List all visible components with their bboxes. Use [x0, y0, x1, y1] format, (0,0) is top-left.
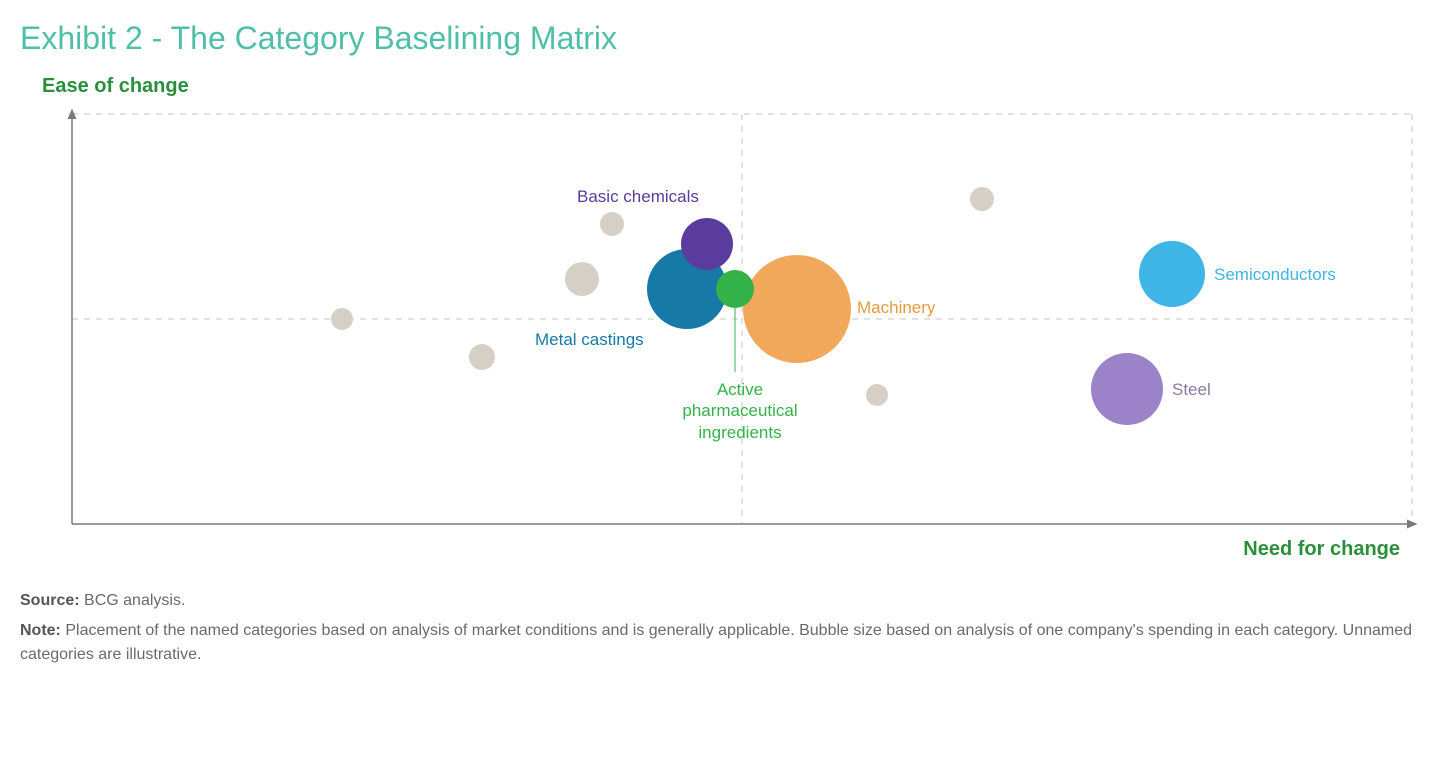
bubble-basic-chemicals	[681, 218, 733, 270]
footer-notes: Source: BCG analysis. Note: Placement of…	[20, 589, 1420, 667]
source-label: Source:	[20, 592, 80, 609]
unnamed-bubble	[331, 308, 353, 330]
label-semiconductors: Semiconductors	[1214, 264, 1336, 285]
bubble-api	[716, 270, 754, 308]
note-label: Note:	[20, 622, 61, 639]
note-text: Placement of the named categories based …	[20, 622, 1412, 663]
bubble-steel	[1091, 353, 1163, 425]
bubble-machinery	[743, 255, 851, 363]
x-axis-label: Need for change	[20, 538, 1400, 561]
y-axis-label: Ease of change	[42, 75, 1420, 98]
exhibit-title: Exhibit 2 - The Category Baselining Matr…	[20, 20, 1420, 57]
bubble-chart	[42, 104, 1422, 534]
plot-area: Metal castings Basic chemicals Activepharm…	[42, 104, 1420, 534]
source-text: BCG analysis.	[80, 592, 186, 609]
label-steel: Steel	[1172, 379, 1211, 400]
unnamed-bubble	[600, 212, 624, 236]
label-basic-chemicals: Basic chemicals	[577, 186, 699, 207]
unnamed-bubble	[866, 384, 888, 406]
label-machinery: Machinery	[857, 297, 935, 318]
unnamed-bubble	[565, 262, 599, 296]
label-api: Activepharmaceuticalingredients	[665, 379, 815, 443]
unnamed-bubble	[970, 187, 994, 211]
unnamed-bubble	[469, 344, 495, 370]
label-metal-castings: Metal castings	[535, 329, 644, 350]
bubble-semiconductors	[1139, 241, 1205, 307]
